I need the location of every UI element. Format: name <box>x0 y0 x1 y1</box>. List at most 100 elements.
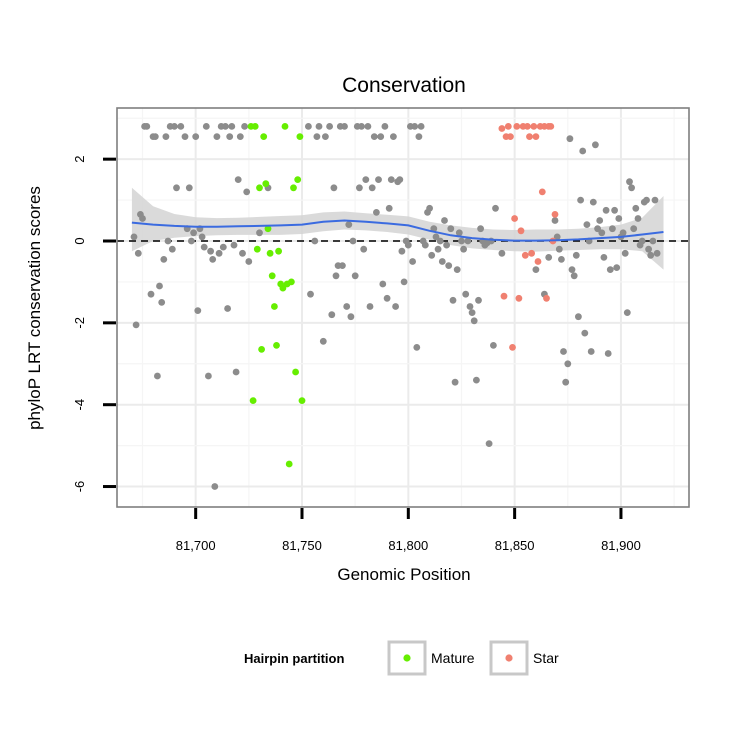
star-point <box>500 292 508 300</box>
star-point <box>543 294 550 302</box>
other-point <box>330 184 338 192</box>
other-point <box>596 217 604 224</box>
other-point <box>455 229 463 237</box>
mature-point <box>290 184 297 192</box>
other-point <box>198 233 206 241</box>
star-point <box>507 133 514 141</box>
other-point <box>347 313 355 321</box>
y-axis-label: phyloP LRT conservation scores <box>25 186 44 430</box>
other-point <box>447 225 455 233</box>
other-point <box>449 296 457 304</box>
other-point <box>434 245 442 253</box>
other-point <box>551 217 559 224</box>
other-point <box>575 313 582 321</box>
other-point <box>609 225 616 233</box>
other-point <box>147 290 155 298</box>
x-tick-label: 81,850 <box>495 538 535 553</box>
other-point <box>560 348 567 355</box>
other-point <box>134 249 142 257</box>
other-point <box>256 229 263 237</box>
other-point <box>377 133 385 141</box>
mature-point <box>292 368 299 376</box>
other-point <box>413 344 421 351</box>
legend-marker-mature <box>403 654 411 662</box>
other-point <box>458 237 465 245</box>
mature-point <box>281 123 289 130</box>
other-point <box>628 184 635 192</box>
other-point <box>228 123 236 130</box>
star-point <box>538 188 546 196</box>
other-point <box>460 245 467 253</box>
other-point <box>158 299 166 306</box>
star-point <box>504 123 512 130</box>
other-point <box>587 348 595 355</box>
star-point <box>526 133 533 141</box>
other-point <box>390 133 397 141</box>
x-tick-label: 81,800 <box>388 538 428 553</box>
other-point <box>366 303 374 310</box>
other-point <box>604 350 612 357</box>
star-point <box>532 133 540 141</box>
other-point <box>209 256 217 263</box>
star-point <box>534 258 542 265</box>
star-point <box>528 249 535 257</box>
other-point <box>468 309 476 316</box>
smooth-line-path <box>131 219 664 242</box>
other-point <box>432 233 440 241</box>
other-point <box>224 305 232 312</box>
other-point <box>162 133 170 141</box>
other-point <box>602 206 610 214</box>
mature-point <box>296 133 304 141</box>
other-point <box>177 123 185 130</box>
star-point <box>530 123 538 130</box>
other-point <box>219 243 227 251</box>
other-point <box>188 237 195 245</box>
other-point <box>245 258 253 265</box>
other-point <box>370 133 378 141</box>
other-point <box>190 229 198 237</box>
other-point <box>621 249 629 257</box>
other-point <box>326 123 333 130</box>
other-point <box>470 317 478 325</box>
legend: Hairpin partition Mature Star <box>244 640 559 676</box>
other-point <box>373 209 380 216</box>
other-point <box>606 266 614 273</box>
mature-point <box>279 284 287 292</box>
other-point <box>398 247 406 255</box>
other-point <box>181 133 189 141</box>
other-point <box>594 225 601 233</box>
other-point <box>171 123 178 130</box>
other-point <box>626 178 633 186</box>
other-point <box>243 188 251 196</box>
other-point <box>466 303 474 310</box>
other-point <box>305 123 312 130</box>
other-point <box>349 237 357 245</box>
other-point <box>362 176 370 184</box>
other-point <box>400 278 408 286</box>
other-point <box>453 266 461 273</box>
other-point <box>475 296 482 304</box>
star-point <box>517 227 525 235</box>
other-point <box>445 262 453 269</box>
other-point <box>630 225 638 233</box>
mature-point <box>294 176 302 184</box>
star-point <box>547 123 555 130</box>
other-point <box>319 337 327 345</box>
plot-panel <box>117 108 689 507</box>
other-point <box>381 123 389 130</box>
other-point <box>332 272 340 280</box>
star-point <box>511 215 518 222</box>
other-point <box>592 141 599 149</box>
mature-point <box>258 346 265 353</box>
other-point <box>451 378 459 386</box>
other-point <box>205 372 212 380</box>
other-point <box>411 123 419 130</box>
other-point <box>653 249 661 257</box>
mature-point <box>260 133 268 141</box>
other-point <box>490 342 497 349</box>
other-point <box>213 133 221 141</box>
other-point <box>396 176 404 184</box>
other-point <box>236 133 244 141</box>
y-axis: -6 -4 -2 0 2 <box>72 156 116 492</box>
other-point <box>315 123 323 130</box>
